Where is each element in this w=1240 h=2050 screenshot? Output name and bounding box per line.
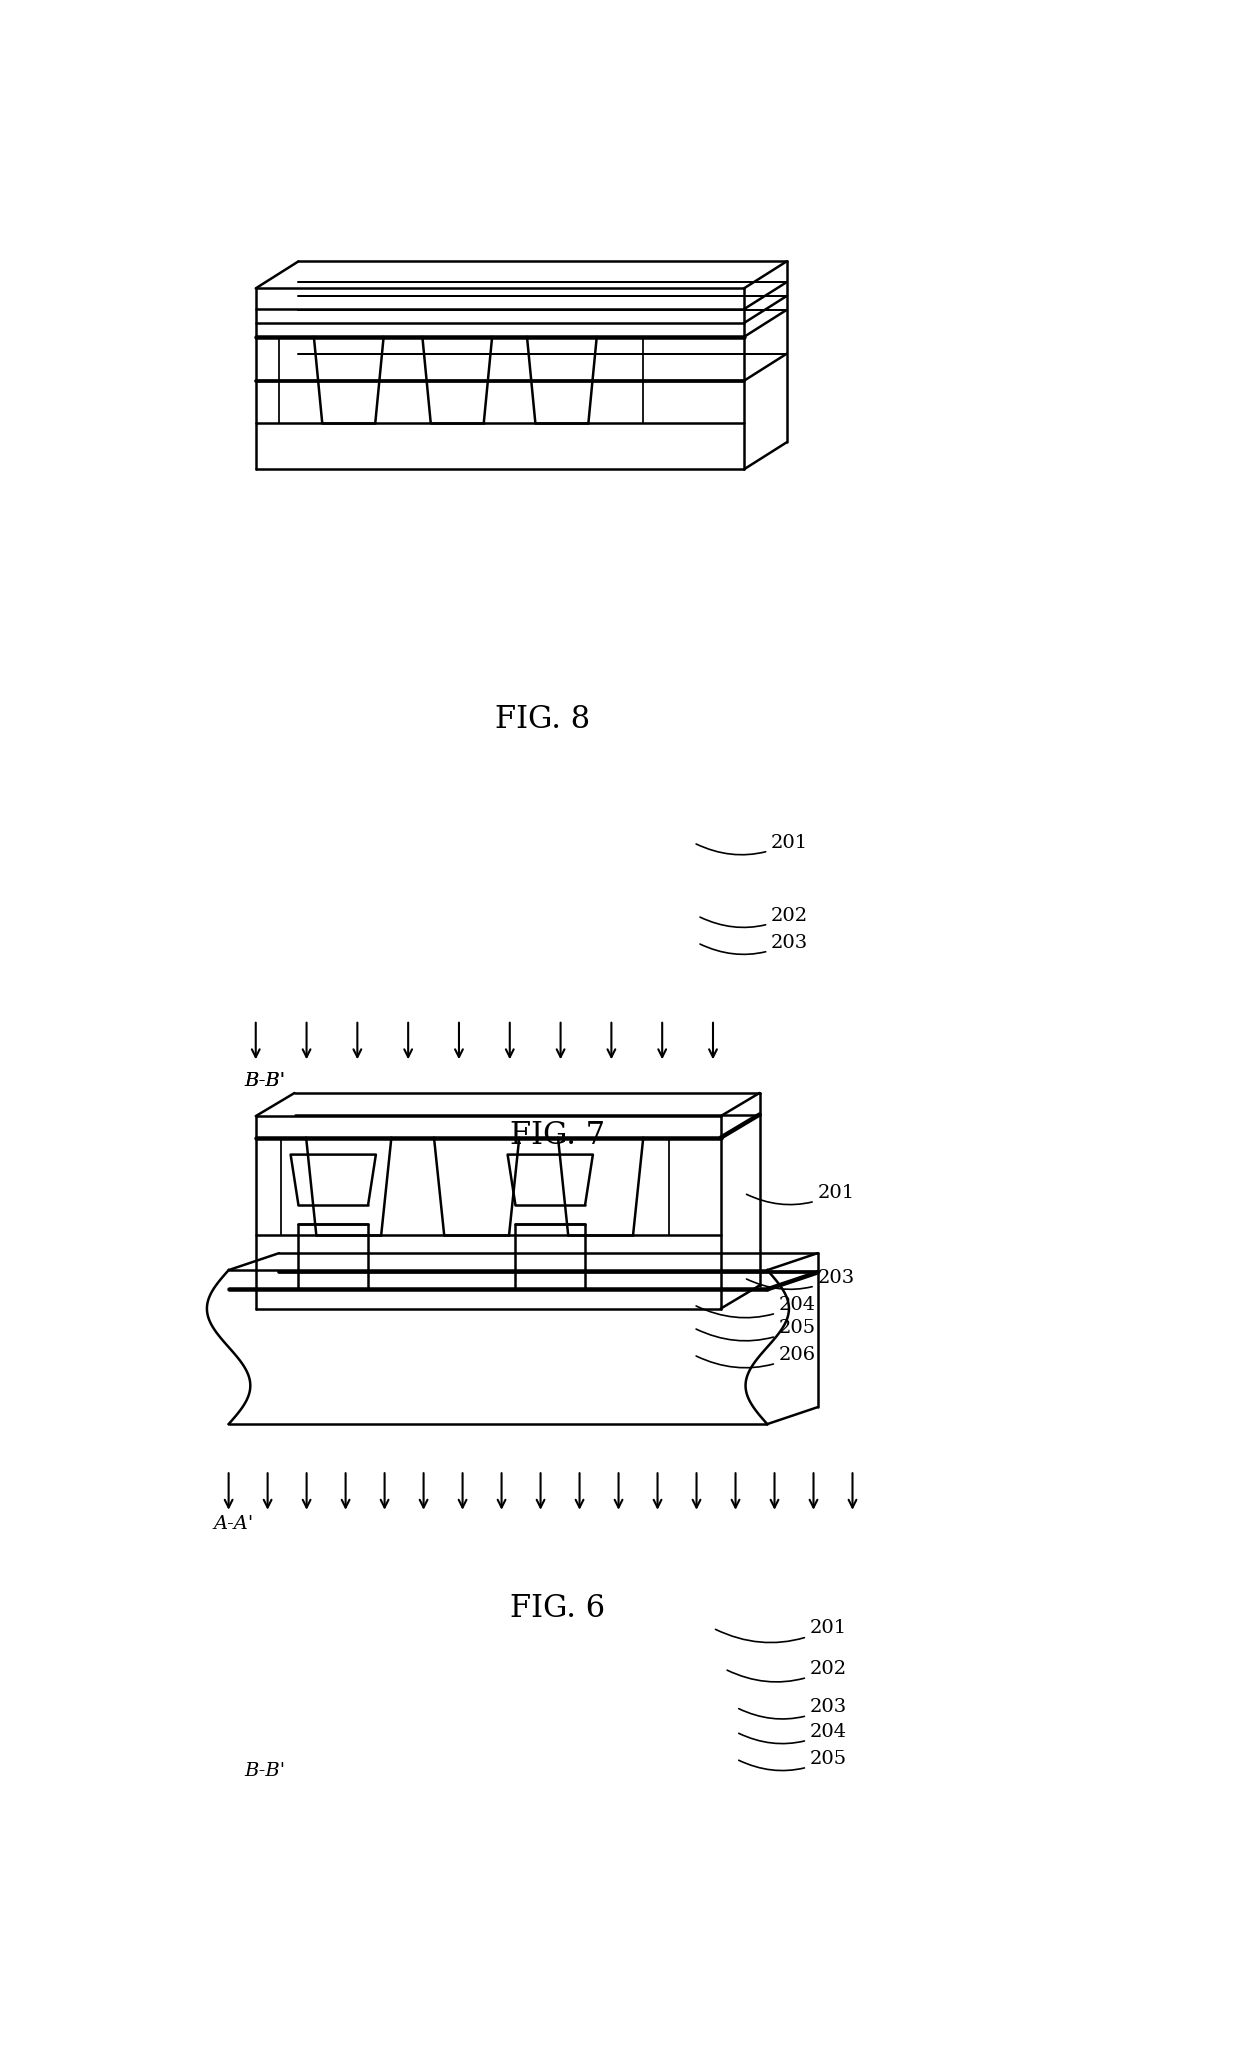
Text: FIG. 7: FIG. 7 <box>511 1119 605 1150</box>
Text: 206: 206 <box>696 1345 816 1367</box>
Text: 203: 203 <box>701 935 808 955</box>
Text: 202: 202 <box>701 906 808 927</box>
Text: 201: 201 <box>696 834 808 855</box>
Text: B-B': B-B' <box>244 1072 285 1091</box>
Text: 201: 201 <box>746 1185 854 1205</box>
Text: 205: 205 <box>696 1318 816 1341</box>
Text: 201: 201 <box>715 1620 847 1642</box>
Text: 203: 203 <box>739 1699 847 1720</box>
Text: 203: 203 <box>746 1269 854 1289</box>
Text: FIG. 8: FIG. 8 <box>495 703 590 736</box>
Text: 204: 204 <box>739 1724 847 1745</box>
Text: 205: 205 <box>739 1751 847 1771</box>
Text: A-A': A-A' <box>213 1515 253 1533</box>
Text: B-B': B-B' <box>244 1761 285 1779</box>
Text: B-B': B-B' <box>244 1072 285 1091</box>
Text: 204: 204 <box>696 1296 816 1318</box>
Text: 202: 202 <box>727 1660 847 1681</box>
Text: FIG. 6: FIG. 6 <box>511 1593 605 1624</box>
